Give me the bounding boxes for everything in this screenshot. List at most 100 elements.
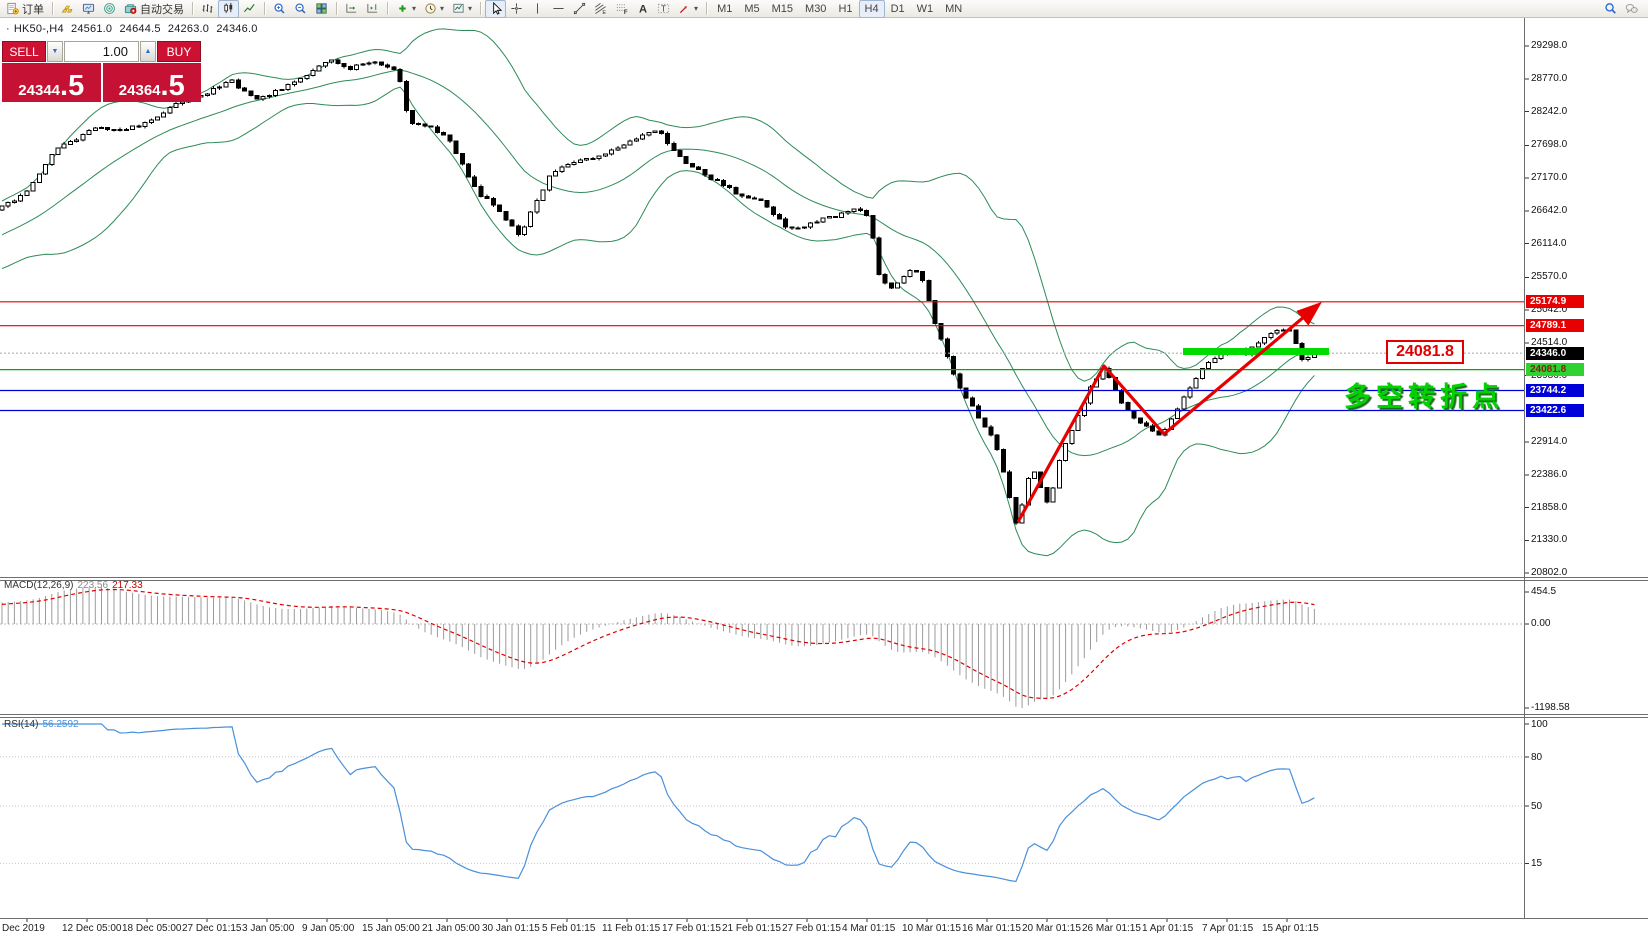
- sell-price-box[interactable]: 24344.5: [2, 63, 101, 102]
- text-label-button[interactable]: T: [653, 0, 674, 18]
- tf-button-m1[interactable]: M1: [717, 2, 733, 15]
- sell-button[interactable]: SELL: [2, 41, 46, 62]
- time-axis-label: 5 Feb 01:15: [542, 923, 596, 934]
- crosshair-button[interactable]: [506, 0, 527, 18]
- chevron-down-icon: ▾: [412, 3, 417, 13]
- price-axis-label: 20802.0: [1531, 567, 1568, 578]
- bollinger-bands: [1, 28, 1315, 557]
- price-axis-label: 25570.0: [1531, 271, 1568, 282]
- cursor-button[interactable]: [485, 0, 507, 18]
- sell-price-main: 24344: [18, 82, 61, 99]
- chat-button[interactable]: [1621, 0, 1642, 18]
- fibo-grid-button[interactable]: F: [611, 0, 632, 18]
- zoom-out-button[interactable]: [290, 0, 311, 18]
- indicators-icon: [399, 5, 406, 12]
- periods-button[interactable]: ▾: [420, 0, 448, 18]
- fibonacci-icon: E: [595, 3, 606, 15]
- chart-macd-separator[interactable]: [0, 577, 1648, 578]
- candlesticks: [0, 58, 1317, 525]
- tile-windows-button[interactable]: [311, 0, 332, 18]
- time-axis-label: 21 Feb 01:15: [722, 923, 781, 934]
- time-axis-label: 17 Feb 01:15: [662, 923, 721, 934]
- signal-icon: [104, 3, 115, 14]
- trendline-button[interactable]: [569, 0, 590, 18]
- price-badge-23744.2: 23744.2: [1526, 384, 1584, 397]
- chart-low-value: 24263.0: [167, 23, 210, 35]
- price-badge-24346.0: 24346.0: [1526, 347, 1584, 360]
- vertical-line-button[interactable]: [527, 0, 548, 18]
- horizontal-level-lines: [0, 301, 1524, 412]
- price-axis-label: 26114.0: [1531, 238, 1567, 249]
- trendline-icon: [573, 2, 586, 15]
- tf-button-d1[interactable]: D1: [890, 2, 905, 15]
- tf-button-w1[interactable]: W1: [916, 2, 934, 15]
- time-axis-label: 18 Dec 05:00: [122, 923, 182, 934]
- toolbar-separator: [480, 2, 482, 15]
- time-axis-label: 21 Jan 05:00: [422, 923, 480, 934]
- tf-button-h1[interactable]: H1: [838, 2, 853, 15]
- tf-button-m15[interactable]: M15: [771, 2, 794, 15]
- rsi-axis-label: 80: [1531, 752, 1543, 763]
- time-axis-label: 12 Dec 05:00: [62, 923, 122, 934]
- chart-window-button[interactable]: [78, 0, 99, 18]
- chevron-down-icon: ▾: [694, 3, 699, 13]
- candlestick-chart-button[interactable]: [218, 0, 239, 18]
- price-axis-label: 26642.0: [1531, 205, 1568, 216]
- time-axis-label: 15 Jan 05:00: [362, 923, 420, 934]
- bar-chart-button[interactable]: [197, 0, 218, 18]
- tf-button-m30[interactable]: M30: [805, 2, 827, 15]
- volume-increase-button[interactable]: ▲: [140, 41, 156, 62]
- search-icon: [1605, 3, 1616, 14]
- cursor-icon: [493, 2, 503, 15]
- chart-shift-button[interactable]: [362, 0, 383, 18]
- price-axis-label: 21858.0: [1531, 502, 1568, 513]
- tf-button-h4[interactable]: H4: [858, 0, 885, 18]
- arrows-button[interactable]: ▾: [674, 0, 702, 18]
- zoom-in-button[interactable]: [269, 0, 290, 18]
- buy-price-main: 24364: [118, 82, 161, 99]
- rsi-axis-label: 100: [1531, 719, 1548, 730]
- time-axis-label: 27 Dec 01:15: [182, 923, 242, 934]
- time-axis-label: 11 Feb 01:15: [602, 923, 661, 934]
- horizontal-line-button[interactable]: [548, 0, 569, 18]
- chevron-down-icon: ▾: [440, 3, 445, 13]
- new-order-button[interactable]: 订单: [2, 0, 48, 18]
- macd-rsi-separator[interactable]: [0, 714, 1648, 715]
- price-badge-24789.1: 24789.1: [1526, 319, 1584, 332]
- auto-scroll-button[interactable]: [341, 0, 362, 18]
- toolbar-separator: [192, 2, 193, 15]
- autotrade-icon: [124, 4, 137, 14]
- tf-button-m5[interactable]: M5: [744, 2, 760, 15]
- indicators-button[interactable]: ▾: [392, 0, 420, 18]
- time-axis-label: 1 Apr 01:15: [1142, 923, 1194, 934]
- chart-macd-separator-2: [0, 580, 1648, 581]
- line-chart-button[interactable]: [239, 0, 260, 18]
- gold-button[interactable]: [57, 0, 78, 18]
- macd-name: MACD(12,26,9): [4, 580, 74, 591]
- fibonacci-button[interactable]: E: [590, 0, 611, 18]
- autotrade-button[interactable]: 自动交易: [120, 0, 188, 18]
- buy-price-box[interactable]: 24364.5: [102, 63, 201, 102]
- arrows-shapes-icon: [679, 6, 687, 14]
- search-button[interactable]: [1600, 0, 1621, 18]
- time-axis-label: 10 Mar 01:15: [902, 923, 961, 934]
- chart-shift-icon: [367, 3, 378, 13]
- clock-icon: [425, 3, 436, 14]
- tf-button-mn[interactable]: MN: [945, 2, 963, 15]
- time-axis-label: 7 Apr 01:15: [1202, 923, 1254, 934]
- text-button[interactable]: A: [632, 0, 653, 18]
- svg-text:A: A: [639, 4, 647, 15]
- hline-icon: [553, 8, 564, 9]
- templates-button[interactable]: ▾: [448, 0, 476, 18]
- macd-signal-value: 217.33: [112, 580, 143, 591]
- chart-symbol-period: HK50-,H4: [13, 23, 64, 35]
- time-axis-label: 3 Jan 05:00: [242, 923, 295, 934]
- line-chart-icon: [243, 3, 255, 13]
- market-data-button[interactable]: [99, 0, 120, 18]
- buy-button[interactable]: BUY: [157, 41, 201, 62]
- volume-decrease-button[interactable]: ▼: [47, 41, 63, 62]
- volume-input[interactable]: 1.00: [64, 41, 139, 62]
- chart-high-value: 24644.5: [119, 23, 161, 35]
